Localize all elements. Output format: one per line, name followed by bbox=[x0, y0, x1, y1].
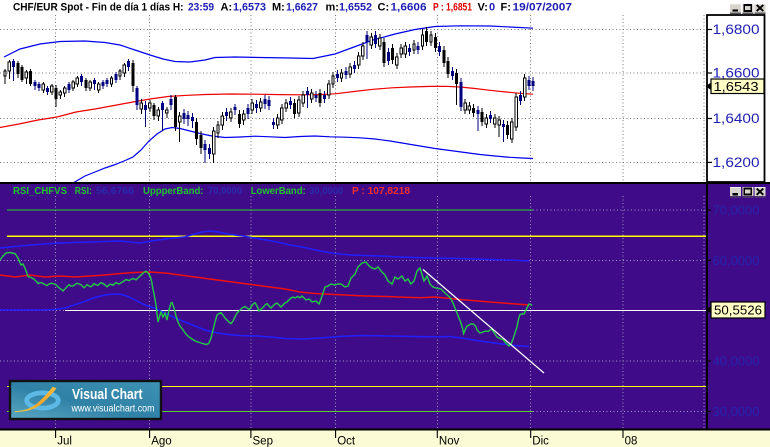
svg-text:Sep: Sep bbox=[253, 436, 273, 447]
svg-text:www.visualchart.com: www.visualchart.com bbox=[71, 404, 155, 415]
svg-text:1,6800: 1,6800 bbox=[713, 22, 760, 37]
svg-text:30,0000: 30,0000 bbox=[713, 404, 760, 419]
svg-text:1,6606: 1,6606 bbox=[391, 2, 427, 14]
svg-text:V:: V: bbox=[478, 2, 488, 14]
svg-text:56,6766: 56,6766 bbox=[96, 186, 134, 197]
svg-text:P : 1,6851: P : 1,6851 bbox=[433, 2, 472, 14]
svg-text:70,0000: 70,0000 bbox=[208, 186, 242, 197]
svg-text:RSI_CHFVS: RSI_CHFVS bbox=[13, 186, 67, 197]
svg-text:1,6552: 1,6552 bbox=[339, 2, 372, 14]
svg-text:0: 0 bbox=[489, 2, 495, 14]
svg-text:70,0000: 70,0000 bbox=[713, 202, 760, 217]
svg-text:1,6400: 1,6400 bbox=[713, 111, 760, 126]
svg-text:50,5526: 50,5526 bbox=[714, 302, 762, 317]
svg-text:F:: F: bbox=[501, 2, 511, 14]
svg-text:1,6573: 1,6573 bbox=[233, 2, 266, 14]
svg-text:1,6627: 1,6627 bbox=[286, 2, 318, 14]
svg-text:M:: M: bbox=[272, 2, 285, 14]
svg-text:60,0000: 60,0000 bbox=[713, 253, 760, 268]
svg-text:Jul: Jul bbox=[57, 436, 72, 447]
svg-text:23:59: 23:59 bbox=[188, 2, 214, 14]
svg-text:08: 08 bbox=[625, 436, 638, 447]
svg-text:P : 107,8218: P : 107,8218 bbox=[352, 186, 410, 197]
svg-text:RSI:: RSI: bbox=[75, 186, 92, 197]
svg-text:CHF/EUR Spot - Fin de día 1 dí: CHF/EUR Spot - Fin de día 1 días H: bbox=[13, 2, 184, 14]
svg-text:1,6600: 1,6600 bbox=[713, 66, 760, 81]
svg-text:LowerBand:: LowerBand: bbox=[251, 186, 306, 197]
svg-text:Ago: Ago bbox=[151, 436, 171, 447]
svg-text:C:: C: bbox=[378, 2, 390, 14]
svg-text:1,6200: 1,6200 bbox=[713, 155, 760, 170]
svg-text:30,0000: 30,0000 bbox=[309, 186, 343, 197]
svg-text:m:: m: bbox=[326, 2, 339, 14]
svg-text:Nov: Nov bbox=[439, 436, 460, 447]
svg-text:Visual Chart: Visual Chart bbox=[72, 387, 143, 403]
svg-text:19/07/2007: 19/07/2007 bbox=[513, 2, 573, 14]
svg-text:Oct: Oct bbox=[337, 436, 356, 447]
svg-text:40,0000: 40,0000 bbox=[713, 353, 760, 368]
svg-text:Dic: Dic bbox=[532, 436, 549, 447]
svg-text:1,6543: 1,6543 bbox=[714, 79, 759, 94]
svg-text:A:: A: bbox=[221, 2, 233, 14]
svg-text:UppperBand:: UppperBand: bbox=[143, 186, 204, 197]
